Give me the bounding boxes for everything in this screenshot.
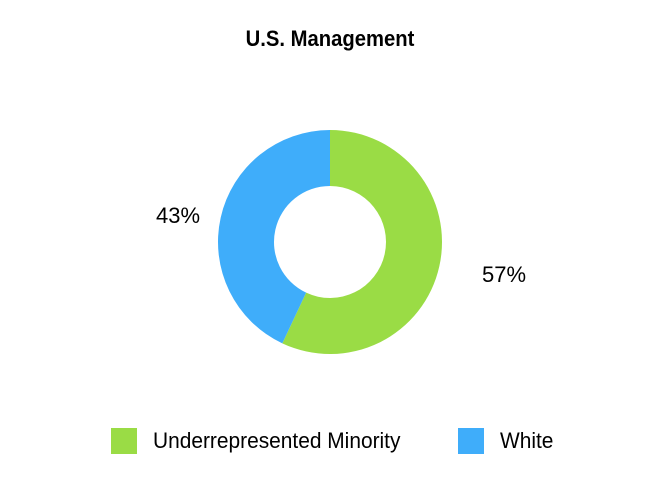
slice-underrepresented-minority	[282, 130, 443, 355]
chart-legend: Underrepresented Minority White	[0, 426, 660, 456]
legend-label-white: White	[500, 428, 554, 453]
legend-item-underrepresented-minority: Underrepresented Minority	[111, 426, 413, 456]
legend-swatch-white	[458, 428, 484, 454]
legend-label-underrepresented-minority: Underrepresented Minority	[153, 428, 401, 453]
legend-item-white: White	[458, 426, 556, 456]
slice-labels: 57% 43%	[156, 203, 526, 287]
slice-white	[218, 130, 330, 344]
legend-swatch-underrepresented-minority	[111, 428, 137, 454]
chart-title: U.S. Management	[245, 26, 415, 51]
slice-label-white: 43%	[156, 203, 200, 228]
donut-slices	[218, 130, 443, 355]
slice-label-underrepresented-minority: 57%	[482, 262, 526, 287]
